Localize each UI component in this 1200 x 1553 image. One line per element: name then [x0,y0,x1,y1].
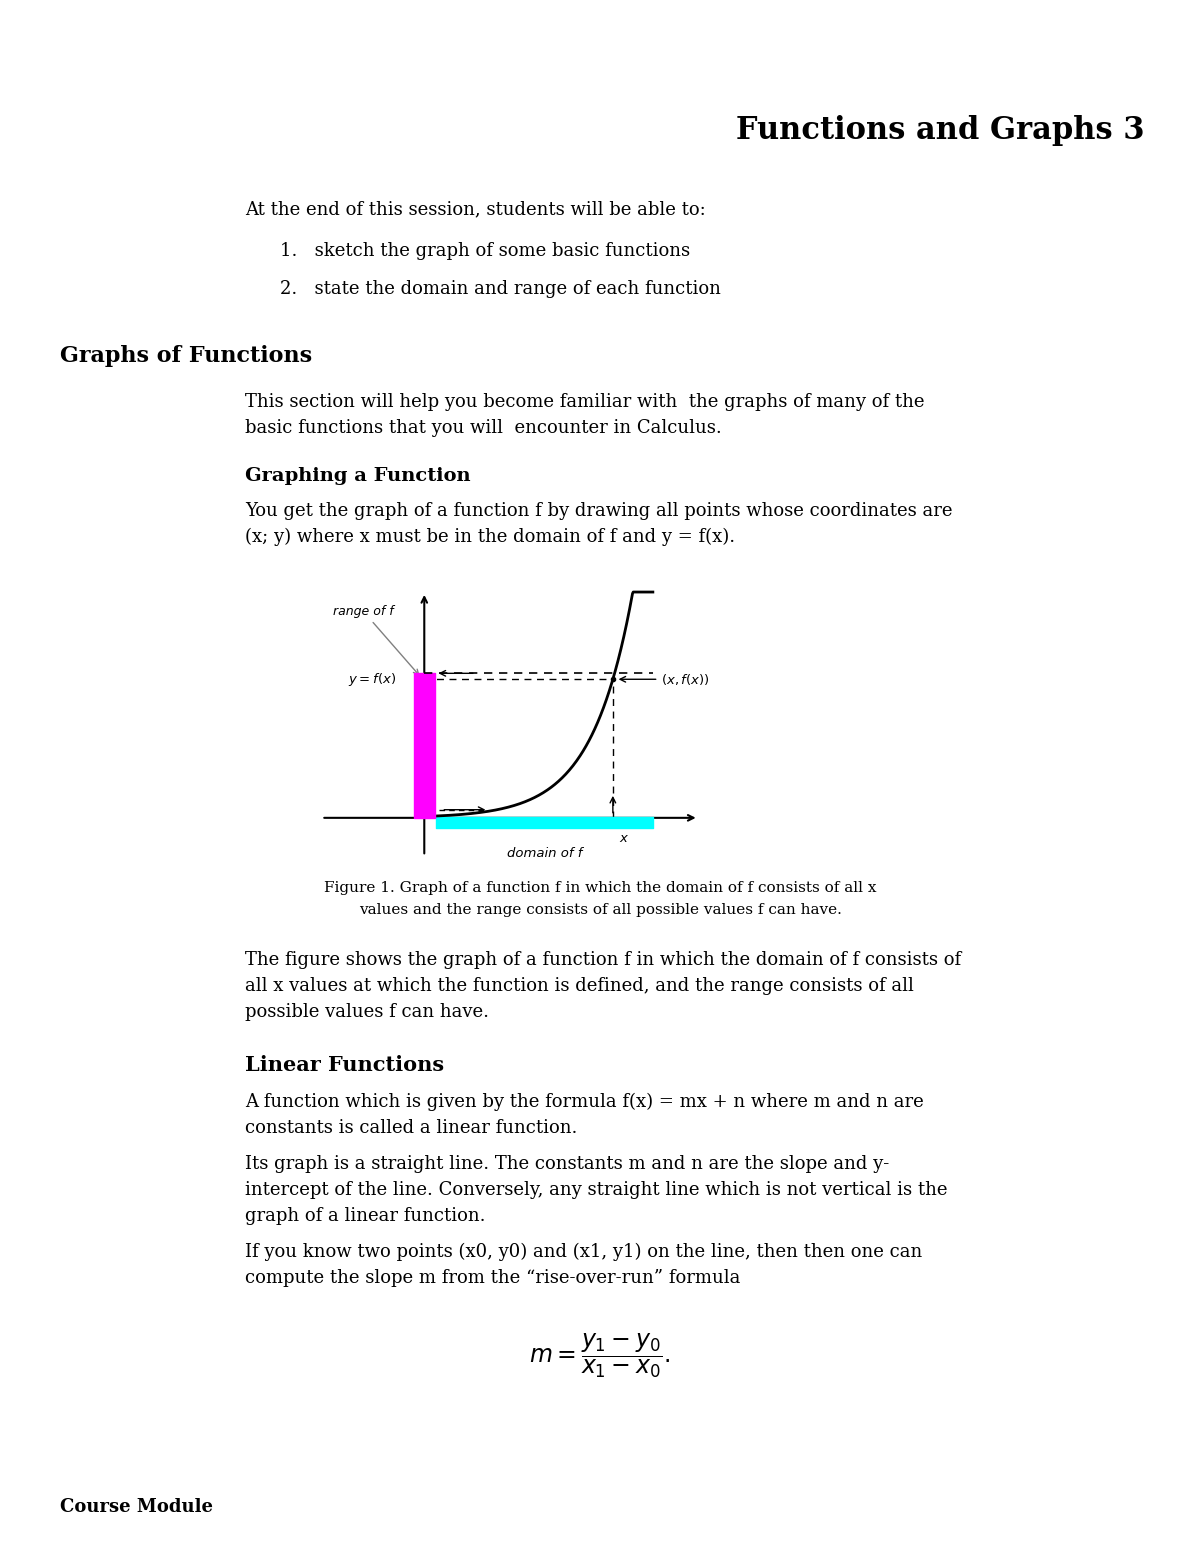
Text: Figure 1. Graph of a function f in which the domain of f consists of all x: Figure 1. Graph of a function f in which… [324,881,876,895]
Text: all x values at which the function is defined, and the range consists of all: all x values at which the function is de… [245,977,914,995]
Text: $y = f(x)$: $y = f(x)$ [348,671,396,688]
Text: values and the range consists of all possible values f can have.: values and the range consists of all pos… [359,902,841,916]
Text: Functions and Graphs 3: Functions and Graphs 3 [737,115,1145,146]
Text: graph of a linear function.: graph of a linear function. [245,1207,486,1225]
Text: $(x, f(x))$: $(x, f(x))$ [661,672,710,686]
Text: possible values f can have.: possible values f can have. [245,1003,490,1020]
Text: Its graph is a straight line. The constants m and n are the slope and y-: Its graph is a straight line. The consta… [245,1155,889,1173]
Text: basic functions that you will  encounter in Calculus.: basic functions that you will encounter … [245,419,721,436]
Text: Course Module: Course Module [60,1499,214,1516]
Text: compute the slope m from the “rise-over-run” formula: compute the slope m from the “rise-over-… [245,1269,740,1287]
Text: domain of f: domain of f [506,848,582,860]
Text: intercept of the line. Conversely, any straight line which is not vertical is th: intercept of the line. Conversely, any s… [245,1180,948,1199]
Text: $x$: $x$ [618,832,629,845]
Text: constants is called a linear function.: constants is called a linear function. [245,1120,577,1137]
Text: You get the graph of a function f by drawing all points whose coordinates are: You get the graph of a function f by dra… [245,502,953,520]
Text: $m = \dfrac{y_1-y_0}{x_1-x_0}.$: $m = \dfrac{y_1-y_0}{x_1-x_0}.$ [529,1332,671,1381]
Text: range of f: range of f [332,604,419,674]
Text: If you know two points (x0, y0) and (x1, y1) on the line, then then one can: If you know two points (x0, y0) and (x1,… [245,1242,923,1261]
Text: At the end of this session, students will be able to:: At the end of this session, students wil… [245,200,706,217]
Text: Graphs of Functions: Graphs of Functions [60,345,312,367]
Text: Graphing a Function: Graphing a Function [245,467,470,485]
Text: The figure shows the graph of a function f in which the domain of f consists of: The figure shows the graph of a function… [245,950,961,969]
Text: (x; y) where x must be in the domain of f and y = f(x).: (x; y) where x must be in the domain of … [245,528,736,547]
Text: A function which is given by the formula f(x) = mx + n where m and n are: A function which is given by the formula… [245,1093,924,1112]
Text: 1.   sketch the graph of some basic functions: 1. sketch the graph of some basic functi… [280,242,690,259]
Text: This section will help you become familiar with  the graphs of many of the: This section will help you become famili… [245,393,924,412]
Text: 2.   state the domain and range of each function: 2. state the domain and range of each fu… [280,280,721,298]
Text: Linear Functions: Linear Functions [245,1054,444,1075]
